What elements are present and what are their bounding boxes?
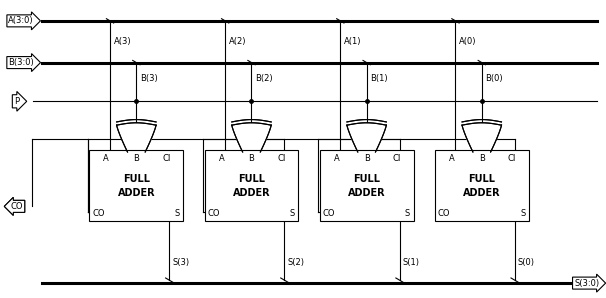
Text: B(0): B(0) xyxy=(485,74,503,83)
Text: B(1): B(1) xyxy=(370,74,388,83)
Text: CO: CO xyxy=(322,209,335,218)
Text: FULL: FULL xyxy=(468,173,495,184)
Polygon shape xyxy=(347,125,387,152)
Text: S(2): S(2) xyxy=(287,258,304,267)
Text: P: P xyxy=(15,97,19,106)
Text: S: S xyxy=(175,209,180,218)
Text: S: S xyxy=(405,209,410,218)
Text: A(0): A(0) xyxy=(459,37,476,46)
Text: B: B xyxy=(133,154,139,163)
Text: S(1): S(1) xyxy=(402,258,419,267)
Bar xyxy=(435,150,528,221)
Text: CI: CI xyxy=(162,154,171,163)
Text: S(0): S(0) xyxy=(518,258,534,267)
Text: CI: CI xyxy=(278,154,286,163)
Text: CO: CO xyxy=(438,209,450,218)
Text: ADDER: ADDER xyxy=(348,187,385,198)
Text: B: B xyxy=(248,154,255,163)
Text: S(3:0): S(3:0) xyxy=(574,279,599,288)
Text: A: A xyxy=(219,154,224,163)
Text: A(3): A(3) xyxy=(114,37,132,46)
Text: CO: CO xyxy=(11,202,23,211)
Text: B(2): B(2) xyxy=(255,74,273,83)
Text: S: S xyxy=(290,209,295,218)
Polygon shape xyxy=(116,125,156,152)
Text: B(3:0): B(3:0) xyxy=(8,58,34,67)
Text: CI: CI xyxy=(508,154,516,163)
Text: A(2): A(2) xyxy=(229,37,246,46)
Text: CO: CO xyxy=(11,202,23,211)
Text: B(3): B(3) xyxy=(140,74,158,83)
Polygon shape xyxy=(462,125,502,152)
Polygon shape xyxy=(231,125,271,152)
Text: S(3): S(3) xyxy=(172,258,190,267)
Text: B: B xyxy=(364,154,370,163)
Text: FULL: FULL xyxy=(238,173,265,184)
Text: CI: CI xyxy=(393,154,401,163)
Text: FULL: FULL xyxy=(353,173,380,184)
Text: A: A xyxy=(104,154,109,163)
Text: A(3:0): A(3:0) xyxy=(8,16,34,25)
Bar xyxy=(90,150,183,221)
Text: B: B xyxy=(479,154,485,163)
Text: ADDER: ADDER xyxy=(118,187,155,198)
Text: ADDER: ADDER xyxy=(463,187,501,198)
Bar xyxy=(204,150,298,221)
Text: FULL: FULL xyxy=(123,173,150,184)
Text: A(1): A(1) xyxy=(344,37,361,46)
Text: S: S xyxy=(520,209,525,218)
Text: A: A xyxy=(449,154,454,163)
Bar xyxy=(320,150,413,221)
Text: CO: CO xyxy=(92,209,105,218)
Text: CO: CO xyxy=(207,209,220,218)
Text: ADDER: ADDER xyxy=(233,187,270,198)
Text: A: A xyxy=(334,154,339,163)
